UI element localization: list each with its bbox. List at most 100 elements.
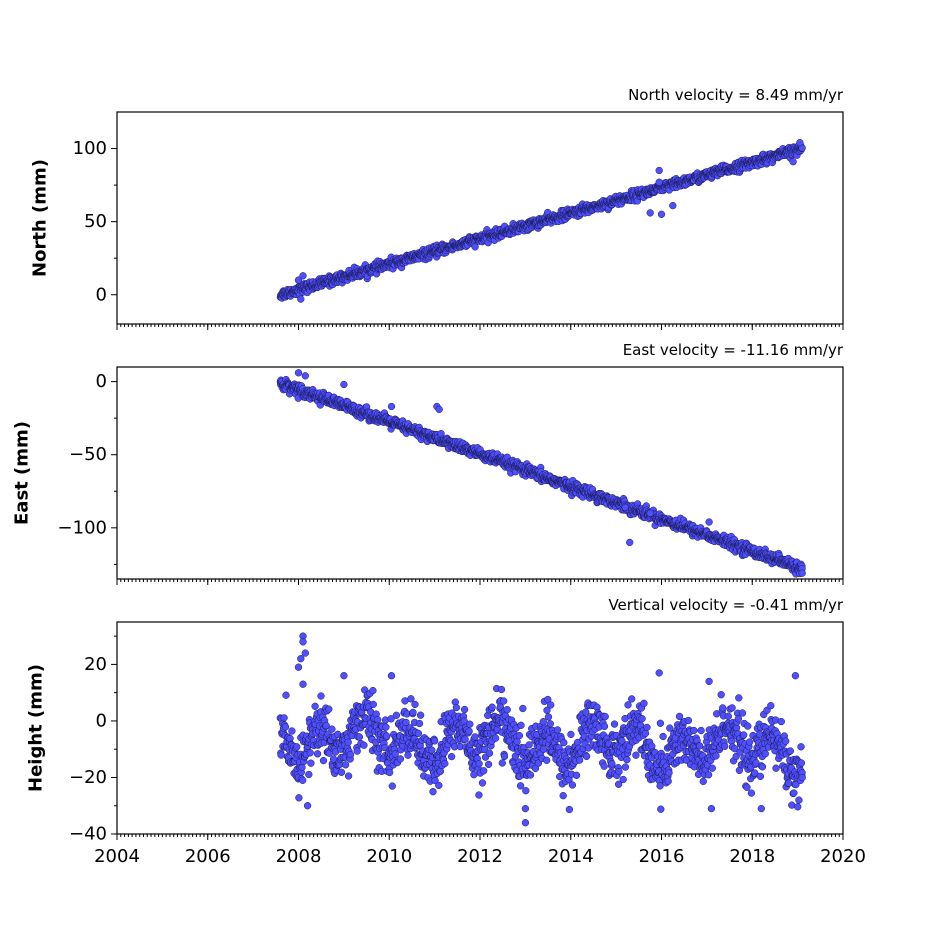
height-data-point — [497, 685, 506, 694]
height-data-point — [664, 777, 672, 785]
height-data-point — [738, 709, 747, 717]
height-outlier-point — [757, 804, 765, 813]
height-data-point — [478, 779, 487, 787]
north-outlier-point — [655, 166, 663, 175]
height-data-point — [794, 803, 802, 811]
height-data-point — [572, 771, 581, 779]
east-y-tick-label: −100 — [58, 517, 107, 538]
height-data-point — [786, 747, 794, 755]
height-data-point — [465, 727, 473, 735]
height-data-point — [517, 721, 525, 729]
east-scatter-points — [276, 369, 806, 578]
height-data-point — [311, 702, 319, 710]
height-data-point — [690, 726, 698, 735]
height-data-point — [772, 764, 780, 772]
height-data-point — [756, 772, 765, 781]
height-data-point — [295, 794, 303, 802]
height-data-point — [344, 738, 352, 746]
height-data-point — [744, 722, 752, 730]
height-data-point — [797, 759, 806, 767]
height-outlier-point — [387, 672, 396, 680]
east-outlier-point — [301, 372, 309, 380]
height-data-point — [735, 694, 743, 702]
height-data-point — [475, 791, 483, 799]
height-data-point — [600, 722, 609, 731]
east-outlier-point — [798, 569, 806, 577]
height-data-point — [369, 700, 377, 709]
east-outlier-point — [435, 405, 443, 414]
height-data-point — [353, 747, 361, 755]
north-scatter-points — [276, 139, 806, 303]
height-data-point — [695, 742, 704, 750]
height-data-point — [383, 732, 391, 740]
height-data-point — [628, 695, 636, 703]
height-data-point — [313, 750, 322, 758]
height-data-point — [480, 767, 488, 775]
height-data-point — [382, 723, 390, 731]
height-data-point — [392, 711, 401, 719]
height-data-point — [414, 729, 423, 738]
height-data-point — [396, 755, 405, 763]
height-outlier-point — [297, 655, 305, 663]
height-y-tick-label: −40 — [69, 824, 107, 845]
height-outlier-point — [340, 672, 348, 680]
height-data-point — [341, 761, 350, 769]
east-outlier-point — [626, 538, 634, 547]
height-data-point — [298, 763, 306, 772]
height-data-point — [471, 733, 479, 741]
height-data-point — [740, 731, 748, 739]
height-outlier-point — [294, 663, 303, 671]
height-data-point — [665, 769, 673, 777]
x-tick-label: 2010 — [366, 846, 412, 867]
height-data-point — [337, 768, 346, 776]
east-y-tick-label: 0 — [96, 371, 107, 392]
height-data-point — [553, 726, 562, 734]
height-data-point — [526, 771, 535, 779]
height-data-point — [758, 763, 767, 771]
north-data-point — [471, 243, 479, 251]
height-data-point — [293, 743, 301, 751]
height-data-point — [461, 735, 469, 743]
height-data-point — [745, 738, 754, 746]
height-data-point — [684, 716, 693, 725]
height-data-point — [610, 720, 619, 728]
height-data-point — [317, 692, 325, 700]
height-data-point — [288, 727, 296, 735]
height-data-point — [621, 763, 630, 771]
height-data-point — [608, 760, 616, 768]
height-data-point — [782, 737, 790, 745]
height-outlier-point — [521, 819, 530, 827]
height-data-point — [704, 771, 713, 779]
height-outlier-point — [521, 804, 530, 813]
height-y-tick-label: −20 — [69, 767, 107, 788]
height-data-point — [516, 782, 525, 790]
height-data-point — [374, 715, 382, 724]
height-data-point — [547, 701, 555, 709]
height-data-point — [544, 713, 553, 721]
x-tick-label: 2014 — [548, 846, 594, 867]
height-panel: 2004 2006 2008 2010 2012 2014 2016 2018 2020 −40 −… — [26, 596, 866, 867]
height-data-point — [795, 796, 803, 804]
height-data-point — [409, 708, 417, 717]
height-data-point — [728, 704, 736, 712]
height-data-point — [747, 789, 756, 797]
height-data-point — [416, 711, 425, 719]
height-data-point — [475, 760, 483, 768]
height-data-point — [624, 701, 632, 709]
height-data-point — [575, 756, 584, 764]
height-data-point — [470, 771, 478, 779]
east-outlier-point — [340, 380, 348, 389]
north-y-axis-label: North (mm) — [30, 159, 51, 277]
height-data-point — [640, 699, 648, 707]
height-data-point — [657, 805, 665, 813]
height-data-point — [441, 759, 449, 768]
height-data-point — [428, 746, 436, 754]
height-scatter-points — [276, 632, 806, 827]
height-data-point — [282, 691, 290, 699]
height-data-point — [638, 715, 646, 723]
height-data-point — [632, 751, 640, 759]
height-data-point — [435, 781, 443, 790]
height-data-point — [519, 704, 527, 713]
east-y-tick-label: −50 — [69, 444, 107, 465]
